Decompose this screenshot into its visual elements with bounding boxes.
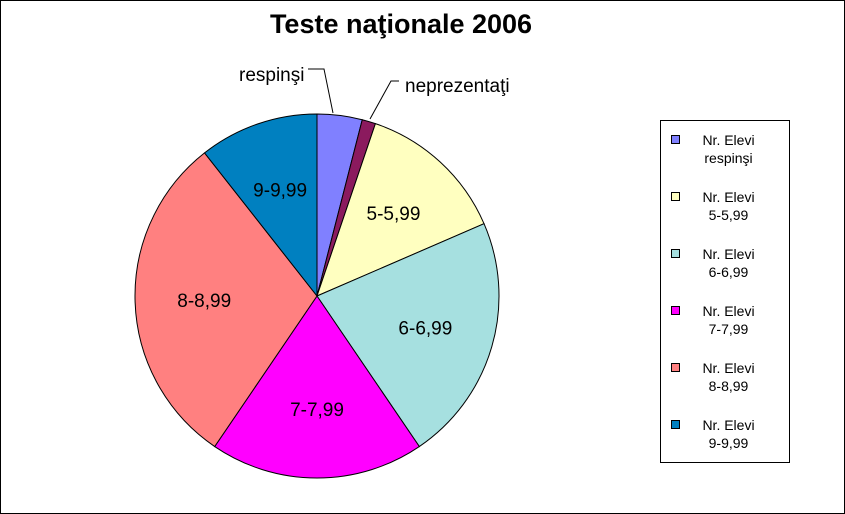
slice-label-5: 8-8,99 — [177, 291, 231, 312]
slice-label-2: 5-5,99 — [367, 204, 421, 225]
legend-swatch — [671, 192, 680, 201]
legend-series-name: Nr. Elevi — [702, 189, 755, 205]
legend-category: respinşi — [704, 150, 753, 166]
legend-label: Nr. Elevi 5-5,99 — [671, 188, 786, 224]
slice-label-3: 6-6,99 — [398, 318, 452, 339]
legend-category: 9-9,99 — [708, 435, 749, 451]
slice-label-4: 7-7,99 — [290, 400, 344, 421]
legend-category: 6-6,99 — [708, 264, 749, 280]
legend-series-name: Nr. Elevi — [702, 132, 755, 148]
slice-label-6: 9-9,99 — [253, 180, 307, 201]
legend-swatch — [671, 306, 680, 315]
slice-label-1: neprezentaţi — [405, 76, 510, 97]
pie-slice-5 — [134, 152, 318, 448]
legend-label: Nr. Elevi 9-9,99 — [671, 416, 786, 452]
legend-swatch — [671, 363, 680, 372]
pie-slice-6 — [203, 113, 318, 298]
legend-label: Nr. Elevi 7-7,99 — [671, 302, 786, 338]
legend-category: 7-7,99 — [708, 321, 749, 337]
legend-series-name: Nr. Elevi — [702, 417, 755, 433]
pie-slice-3 — [316, 223, 500, 448]
legend-category: 8-8,99 — [708, 378, 749, 394]
callout-line-1 — [369, 80, 399, 120]
pie-slice-2 — [316, 122, 485, 297]
legend-series-name: Nr. Elevi — [702, 360, 755, 376]
slice-label-0: respinşi — [239, 65, 304, 86]
legend-category: 5-5,99 — [708, 207, 749, 223]
legend-series-name: Nr. Elevi — [702, 303, 755, 319]
legend-label: Nr. Elevi 6-6,99 — [671, 245, 786, 281]
pie-slice-4 — [214, 295, 420, 479]
chart-title: Teste naţionale 2006 — [269, 9, 533, 39]
legend-swatch — [671, 249, 680, 258]
legend-swatch — [671, 135, 680, 144]
legend-swatch — [671, 420, 680, 429]
legend-label: Nr. Elevi 8-8,99 — [671, 359, 786, 395]
legend-series-name: Nr. Elevi — [702, 246, 755, 262]
callout-line-0 — [308, 68, 334, 114]
legend: Nr. Elevi respinşi Nr. Elevi 5-5,99 Nr. Elev… — [660, 120, 790, 463]
legend-label: Nr. Elevi respinşi — [671, 131, 786, 167]
